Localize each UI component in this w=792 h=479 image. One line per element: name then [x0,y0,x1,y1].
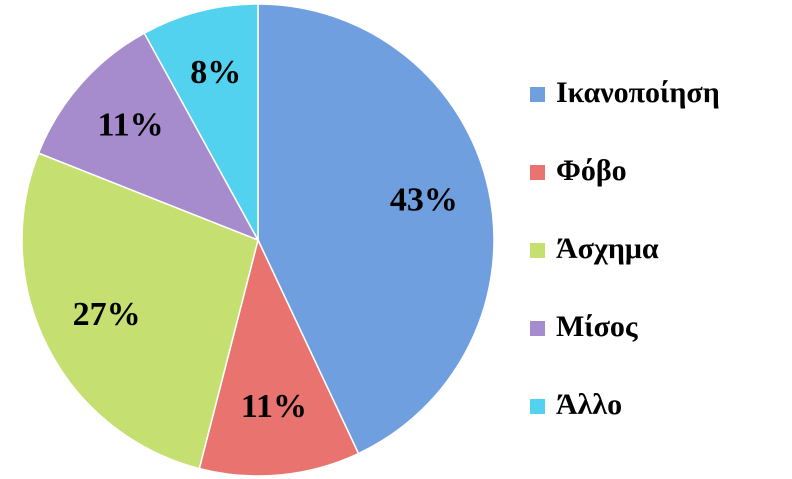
legend-label: Φόβο [556,154,627,187]
data-label: 11% [97,106,163,143]
pie-slice [198,237,360,477]
legend-label: Άσχημα [556,232,659,265]
data-label: 27% [73,296,141,333]
data-label: 43% [390,182,458,219]
pie-slice [143,3,259,241]
data-label: 8% [190,54,241,91]
pie-slice [37,32,260,242]
legend-swatch [530,165,545,180]
legend-swatch [530,87,545,102]
legend-swatch [530,321,545,336]
legend-label: Μίσος [556,310,638,343]
legend-label: Άλλο [556,388,622,421]
pie-slice [21,152,259,470]
pie-slice [257,3,495,455]
data-label: 11% [241,388,307,425]
legend-swatch [530,243,545,258]
legend-label: Ικανοποίηση [556,76,720,109]
legend-swatch [530,399,545,414]
